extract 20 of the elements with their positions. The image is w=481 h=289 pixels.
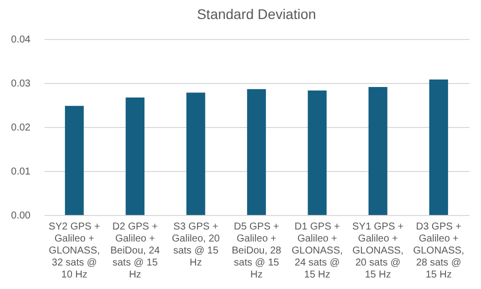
y-tick-label: 0.01 (11, 166, 31, 178)
y-tick-label: 0.03 (11, 78, 31, 90)
x-tick-label: D1 GPS + Galileo + GLONASS, 24 sats @ 15 Hz (292, 222, 343, 280)
bar (64, 106, 84, 215)
bar (247, 89, 266, 215)
y-tick-label: 0.04 (11, 34, 31, 46)
bar (186, 92, 206, 215)
x-tick-label: SY1 GPS + Galileo + GLONASS, 20 sats @ 15 Hz (352, 222, 404, 280)
y-tick-label: 0.00 (11, 210, 31, 222)
chart-title: Standard Deviation (196, 6, 316, 22)
bar (429, 79, 448, 215)
x-tick-label: S3 GPS + Galileo, 20 sats @ 15 Hz (172, 222, 220, 268)
y-tick-label: 0.02 (11, 122, 31, 134)
x-tick-label: D5 GPS + Galileo + BeiDou, 28 sats @ 15 Hz (232, 222, 282, 280)
bar (308, 90, 327, 215)
bar (126, 98, 144, 215)
x-tick-label: D3 GPS + Galileo + GLONASS, 28 sats @ 15 Hz (413, 222, 464, 280)
x-tick-label: SY2 GPS + Galileo + GLONASS, 32 sats @ 10 Hz (48, 222, 100, 280)
bar (368, 86, 388, 215)
x-tick-label: D2 GPS + Galileo + BeiDou, 24 sats @ 15 Hz (110, 222, 160, 280)
